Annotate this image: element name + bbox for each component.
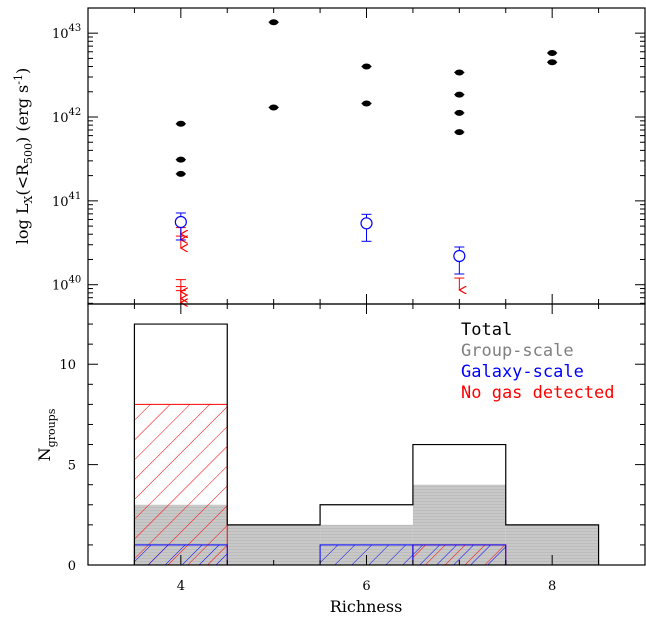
detected-point: [176, 156, 186, 163]
luminosity-panel: 1040 1041 1042 1043: [52, 7, 646, 305]
legend-group-scale: Group-scale: [461, 341, 574, 361]
detected-point: [269, 104, 279, 111]
detected-point: [176, 170, 186, 177]
top-panel-marks: [174, 19, 558, 302]
galaxy-scale-point: [453, 249, 466, 263]
detected-point: [176, 120, 186, 127]
y-tick-label: 10: [59, 358, 76, 373]
y-tick-label: 1040: [52, 275, 81, 294]
galaxy-scale-point: [174, 215, 187, 229]
detected-point: [454, 109, 464, 116]
detected-point: [454, 91, 464, 98]
legend-total: Total: [461, 320, 512, 340]
legend: Total Group-scale Galaxy-scale No gas de…: [461, 320, 615, 403]
top-y-axis-label: log LX(<R500) (erg s-1): [12, 68, 35, 244]
y-tick-label: 1042: [52, 107, 81, 126]
x-tick-label: 4: [177, 579, 185, 594]
x-axis-label: Richness: [330, 597, 403, 616]
detected-point: [547, 49, 557, 56]
group-scale-bar: [227, 524, 321, 565]
detected-point: [454, 69, 464, 76]
top-panel-frame: [87, 7, 646, 305]
bottom-y-axis-label: Ngroups: [35, 408, 58, 461]
y-tick-label: 5: [68, 459, 76, 474]
y-tick-label: 1041: [52, 191, 81, 210]
bottom-panel-ticks: 0 5 10 4 6 8: [59, 303, 646, 594]
legend-no-gas: No gas detected: [461, 383, 615, 403]
galaxy-scale-point: [360, 217, 373, 230]
y-tick-label: 1043: [52, 23, 81, 42]
y-tick-label: 0: [68, 559, 76, 574]
bottom-panel-frame: [87, 303, 646, 566]
x-tick-label: 6: [362, 579, 370, 594]
x-tick-label: 8: [548, 579, 556, 594]
total-histogram: [133, 323, 600, 565]
detected-point: [547, 59, 557, 66]
detected-point: [454, 129, 464, 136]
legend-galaxy-scale: Galaxy-scale: [461, 362, 584, 382]
no-gas-bar: [133, 403, 228, 566]
top-panel-ticks: 1040 1041 1042 1043: [52, 8, 646, 304]
detected-point: [362, 63, 371, 70]
histogram-panel: 0 5 10 4 6 8: [59, 303, 646, 594]
detected-point: [362, 100, 371, 107]
detected-point: [269, 19, 279, 26]
